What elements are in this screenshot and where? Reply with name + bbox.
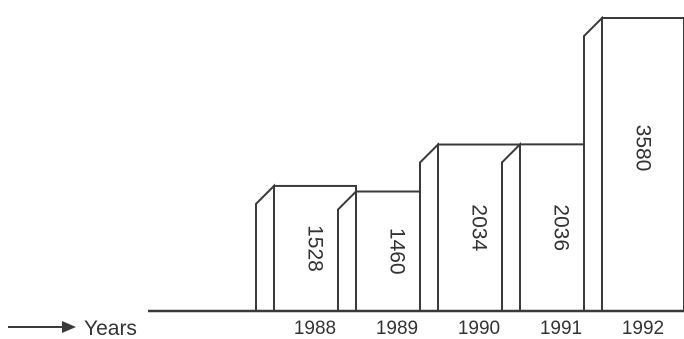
x-tick-label: 1990	[458, 318, 500, 339]
x-tick-label: 1992	[622, 318, 664, 339]
bar-side-face	[419, 142, 439, 312]
bar-value-label: 1460	[386, 228, 409, 275]
x-axis-title: Years	[84, 317, 137, 339]
bar-1992: 3580	[583, 15, 684, 313]
bars-layer: 1528 1460 2034 2036 3580	[255, 15, 684, 313]
bar-side-face	[337, 189, 357, 312]
bar-value-label: 2034	[468, 204, 491, 251]
bar-front-face	[601, 17, 684, 313]
x-tick-label: 1991	[540, 318, 582, 339]
bar-value-label: 2036	[550, 204, 573, 251]
arrow-icon	[8, 321, 76, 333]
bar-value-label: 1528	[304, 225, 327, 272]
tick-labels: 1988 1989 1990 1991 1992	[294, 318, 664, 339]
bar-side-face	[255, 183, 275, 312]
bar-side-face	[583, 15, 603, 312]
bar-side-face	[501, 141, 521, 312]
bar-value-label: 3580	[632, 125, 655, 172]
x-tick-label: 1988	[294, 318, 336, 339]
x-tick-label: 1989	[376, 318, 418, 339]
